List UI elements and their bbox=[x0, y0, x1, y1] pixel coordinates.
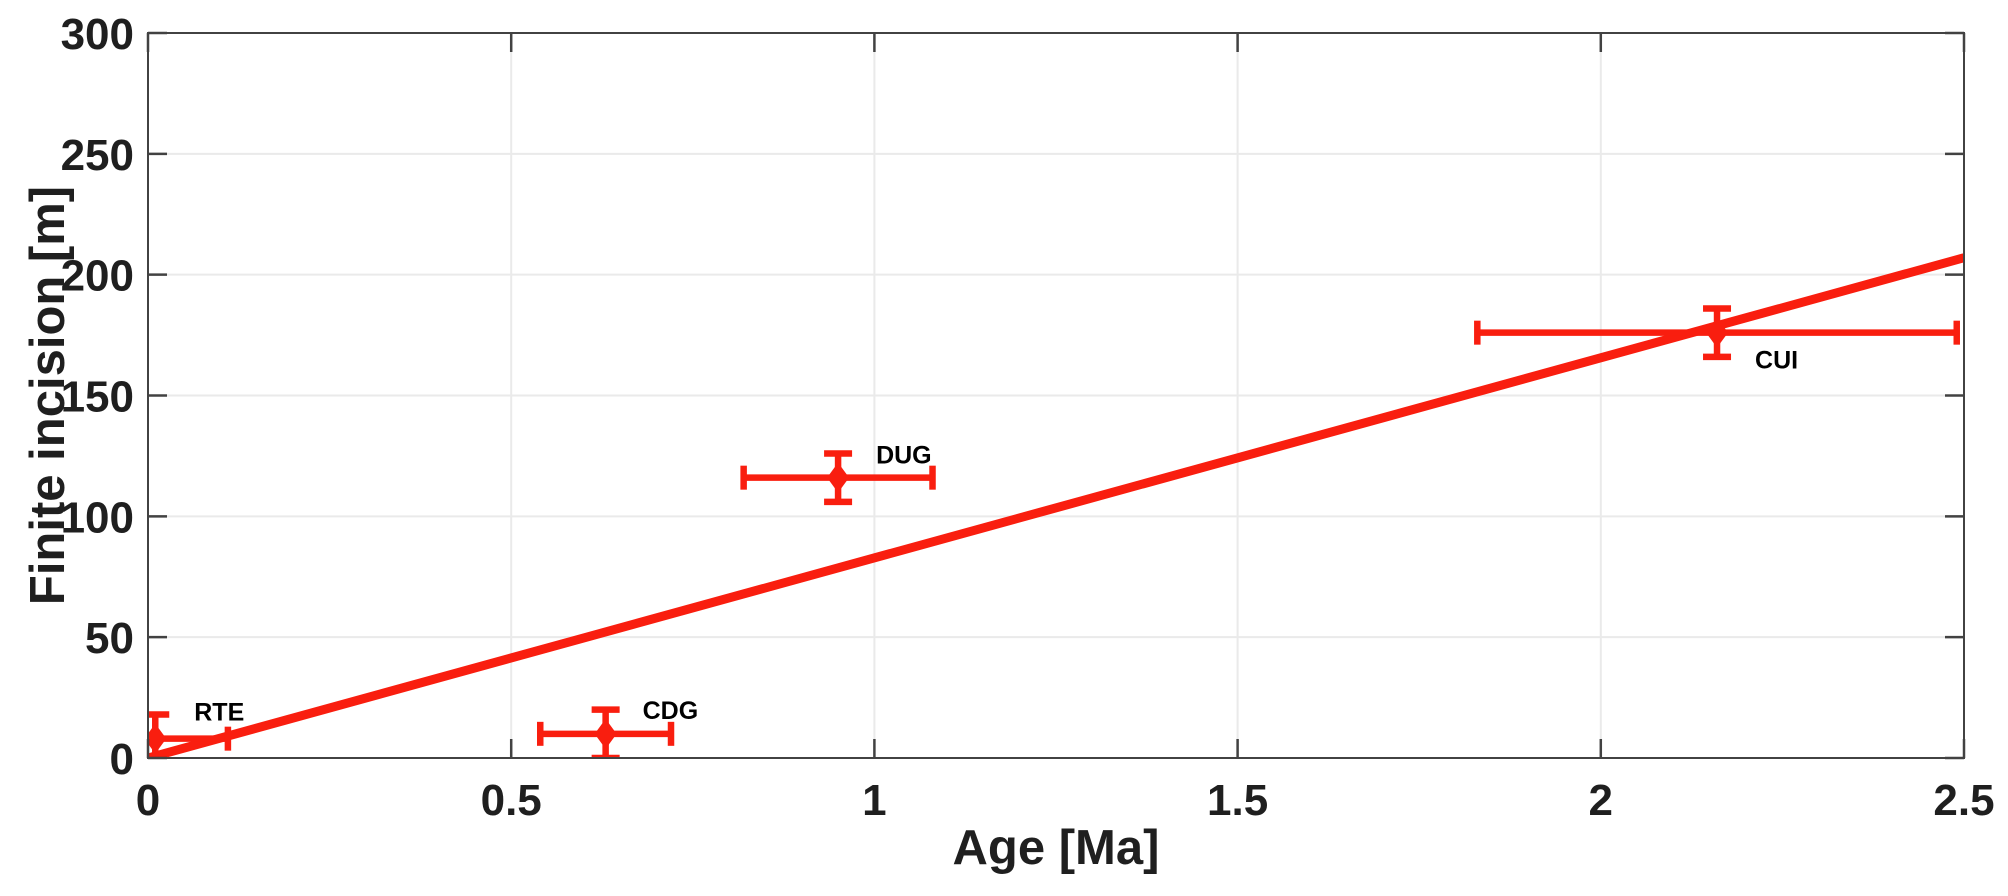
y-tick-label: 300 bbox=[61, 10, 134, 59]
x-tick-label: 0.5 bbox=[481, 776, 542, 825]
y-tick-label: 200 bbox=[61, 252, 134, 301]
y-axis-title: Finite incision [m] bbox=[21, 186, 75, 605]
x-tick-label: 2.5 bbox=[1933, 776, 1994, 825]
y-tick-label: 150 bbox=[61, 373, 134, 422]
point-label-RTE: RTE bbox=[194, 699, 244, 727]
diamond-marker-RTE bbox=[148, 723, 167, 754]
y-tick-label: 50 bbox=[85, 614, 134, 663]
diamond-marker-CUI bbox=[1706, 317, 1729, 348]
x-tick-label: 0 bbox=[136, 776, 160, 825]
x-tick-label: 2 bbox=[1589, 776, 1613, 825]
y-tick-label: 0 bbox=[110, 735, 134, 784]
data-group bbox=[148, 253, 1964, 758]
point-label-CDG: CDG bbox=[643, 697, 699, 725]
diamond-marker-CDG bbox=[594, 718, 617, 749]
y-tick-label: 100 bbox=[61, 493, 134, 542]
regression-line bbox=[148, 253, 1964, 758]
x-axis-title: Age [Ma] bbox=[953, 821, 1160, 875]
x-tick-label: 1 bbox=[862, 776, 886, 825]
y-tick-label: 250 bbox=[61, 131, 134, 180]
x-tick-label: 1.5 bbox=[1207, 776, 1268, 825]
tick-marks bbox=[146, 31, 1966, 760]
point-label-CUI: CUI bbox=[1755, 347, 1798, 375]
grid-group bbox=[148, 33, 1964, 758]
diamond-marker-DUG bbox=[827, 462, 850, 493]
point-label-DUG: DUG bbox=[876, 442, 932, 470]
